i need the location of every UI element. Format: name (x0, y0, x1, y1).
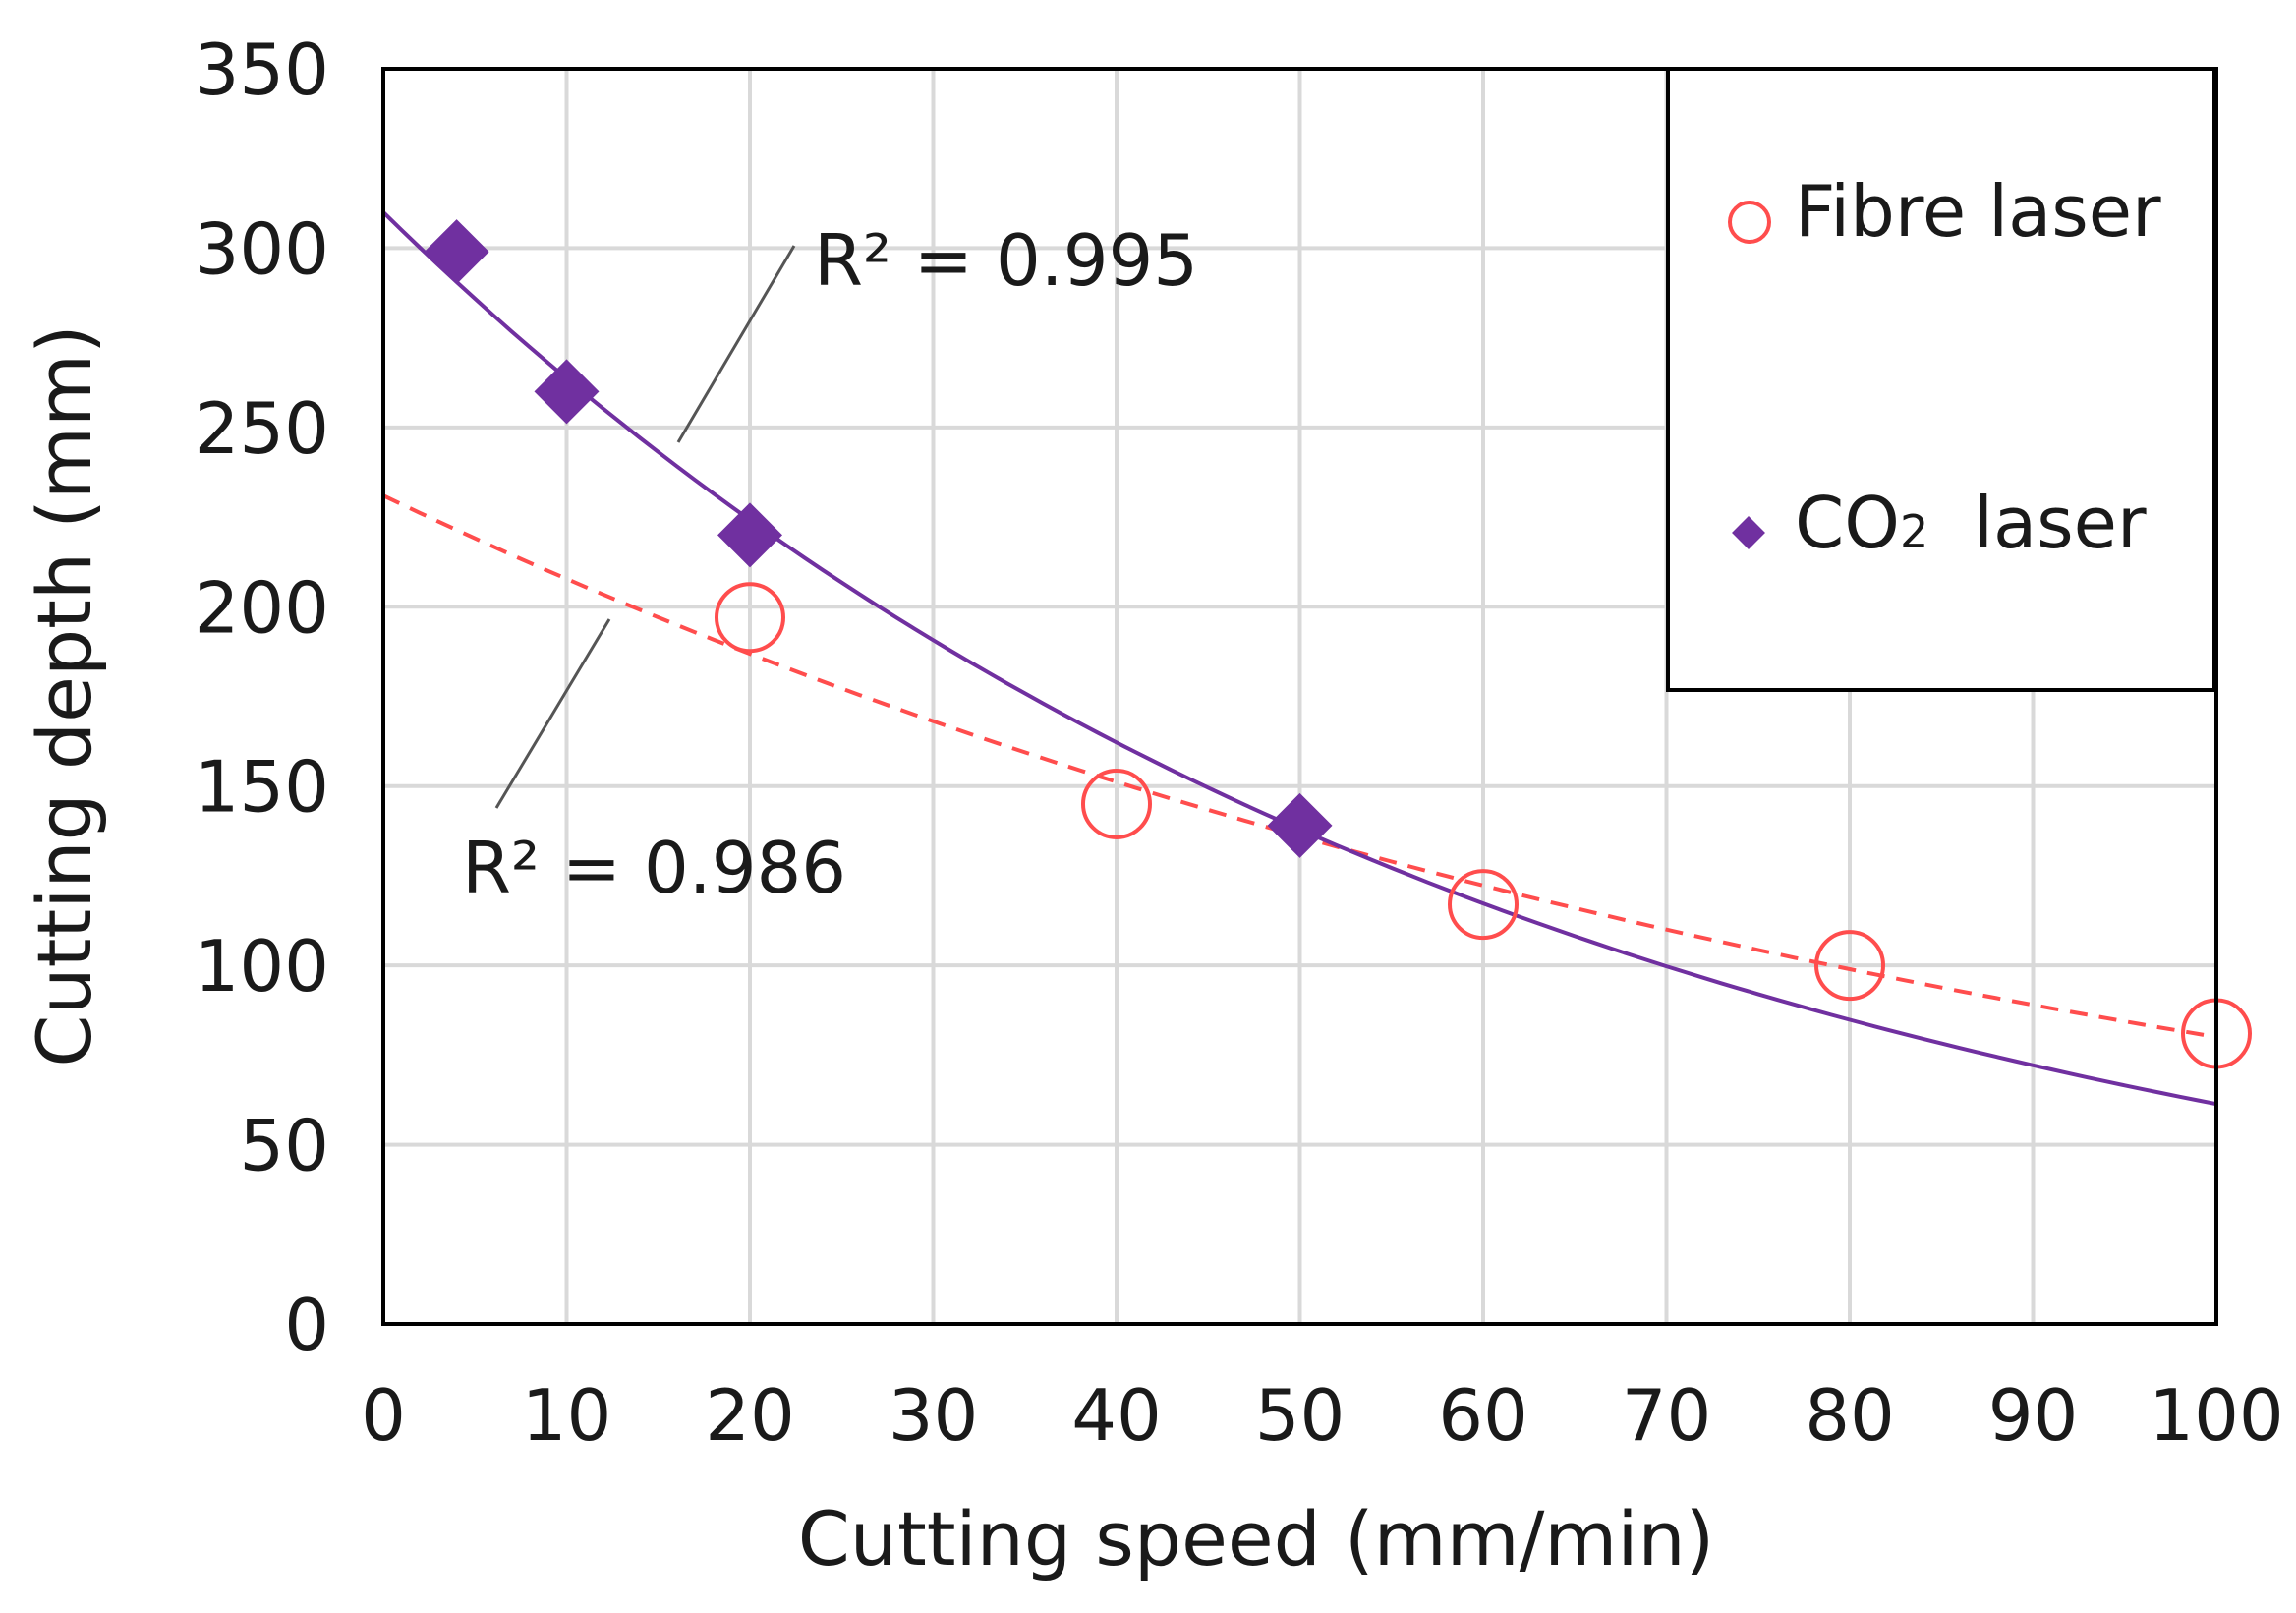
x-tick-label: 40 (1071, 1374, 1162, 1457)
r2-annotation-fibre: R² = 0.986 (462, 827, 846, 909)
y-tick-label: 300 (195, 207, 329, 290)
data-point-diamond (718, 502, 782, 568)
y-tick-label: 150 (195, 746, 329, 829)
x-tick-label: 100 (2149, 1374, 2283, 1457)
data-point-circle (1081, 768, 1152, 839)
y-tick-label: 100 (195, 925, 329, 1008)
data-point-diamond (1267, 792, 1333, 858)
legend-box (1666, 67, 2216, 692)
x-tick-label: 70 (1622, 1374, 1712, 1457)
x-axis-title: Cutting speed (mm/min) (798, 1495, 1715, 1583)
y-tick-label: 250 (195, 387, 329, 470)
x-tick-label: 80 (1805, 1374, 1895, 1457)
x-tick-label: 60 (1438, 1374, 1528, 1457)
plot-area-frame (381, 67, 2218, 1326)
tick-labels: 0 10 20 30 40 50 60 70 80 90 100 0 50 100 150 200 250 300… (195, 29, 2284, 1457)
r2-annotation-co2: R² = 0.995 (814, 219, 1198, 302)
y-tick-label: 350 (195, 29, 329, 111)
data-point-diamond (424, 219, 489, 285)
r2-leader-co2 (676, 245, 796, 443)
r2-leader-fibre (494, 618, 611, 809)
y-tick-label: 50 (239, 1105, 329, 1187)
x-tick-label: 20 (705, 1374, 795, 1457)
legend-co2-label: CO2 laser (1795, 482, 2147, 564)
data-point-diamond (534, 359, 600, 425)
y-tick-label: 0 (284, 1284, 329, 1366)
legend: Fibre laser CO2 laser (1666, 67, 2216, 692)
data-points (424, 219, 2252, 1069)
x-tick-label: 90 (1988, 1374, 2079, 1457)
data-point-circle (1448, 869, 1519, 941)
legend-co2-marker (1732, 516, 1765, 549)
y-axis-title: Cutting depth (mm) (21, 324, 108, 1066)
data-point-circle (715, 582, 785, 654)
y-tick-label: 200 (195, 566, 329, 649)
data-point-circle (1814, 930, 1885, 1002)
x-tick-label: 30 (889, 1374, 979, 1457)
legend-fibre-marker (1728, 201, 1771, 244)
x-tick-label: 0 (361, 1374, 406, 1457)
x-tick-label: 50 (1255, 1374, 1346, 1457)
legend-fibre-label: Fibre laser (1795, 170, 2161, 253)
x-tick-label: 10 (522, 1374, 612, 1457)
